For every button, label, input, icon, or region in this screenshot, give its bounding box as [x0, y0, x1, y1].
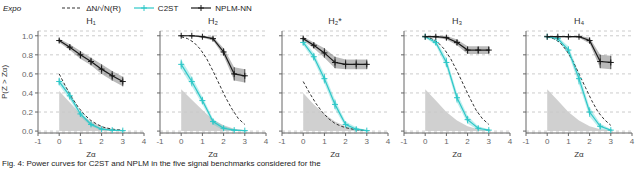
html-text:Expo: Expo [3, 3, 22, 13]
svg-text:0: 0 [301, 137, 306, 146]
svg-text:-1: -1 [522, 137, 530, 146]
svg-text:Zα: Zα [208, 150, 218, 157]
html-text:H₄: H₄ [573, 16, 585, 26]
html-text:Fig. 4: Power curves for C2ST: Fig. 4: Power curves for C2ST and NPLM i… [2, 159, 321, 168]
html-text:H₂: H₂ [208, 16, 218, 26]
svg-text:0.0: 0.0 [22, 127, 34, 136]
svg-text:1: 1 [566, 137, 571, 146]
svg-text:Zα: Zα [330, 150, 340, 157]
svg-text:0: 0 [423, 137, 428, 146]
svg-text:Zα: Zα [574, 150, 584, 157]
svg-text:2: 2 [221, 137, 226, 146]
svg-text:-1: -1 [400, 137, 408, 146]
svg-text:4: 4 [142, 137, 147, 146]
svg-text:0: 0 [57, 137, 62, 146]
svg-text:0.8: 0.8 [22, 51, 34, 60]
html-text:H₂*: H₂* [328, 16, 342, 26]
html-text:H₃: H₃ [451, 16, 463, 26]
svg-text:2: 2 [465, 137, 470, 146]
svg-text:4: 4 [264, 137, 269, 146]
svg-text:3: 3 [121, 137, 126, 146]
svg-text:1: 1 [78, 137, 83, 146]
svg-text:1: 1 [444, 137, 449, 146]
svg-text:0.4: 0.4 [22, 89, 34, 98]
svg-text:2: 2 [587, 137, 592, 146]
svg-text:4: 4 [630, 137, 632, 146]
html-text:ΔN/√N(R): ΔN/√N(R) [86, 3, 121, 13]
svg-text:0.2: 0.2 [22, 108, 34, 117]
svg-text:0: 0 [179, 137, 184, 146]
html-text:NPLM-NN: NPLM-NN [215, 3, 252, 13]
svg-text:-1: -1 [34, 137, 42, 146]
svg-text:4: 4 [386, 137, 391, 146]
svg-text:2: 2 [343, 137, 348, 146]
svg-text:1.0: 1.0 [22, 32, 34, 41]
svg-text:3: 3 [243, 137, 248, 146]
svg-text:4: 4 [508, 137, 513, 146]
svg-text:Zα: Zα [452, 150, 462, 157]
svg-text:Zα: Zα [86, 150, 96, 157]
html-text:H₁: H₁ [86, 16, 96, 26]
svg-text:3: 3 [609, 137, 614, 146]
svg-text:0.6: 0.6 [22, 70, 34, 79]
svg-text:1: 1 [200, 137, 205, 146]
svg-text:1: 1 [322, 137, 327, 146]
svg-text:3: 3 [487, 137, 492, 146]
svg-text:P(Z > Zα): P(Z > Zα) [8, 65, 9, 100]
svg-text:-1: -1 [278, 137, 286, 146]
svg-text:3: 3 [365, 137, 370, 146]
svg-text:-1: -1 [156, 137, 164, 146]
svg-text:2: 2 [99, 137, 104, 146]
html-text:C2ST: C2ST [157, 3, 179, 13]
svg-text:0: 0 [545, 137, 550, 146]
